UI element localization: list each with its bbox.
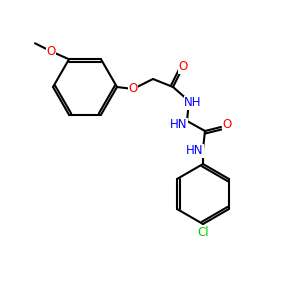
Text: NH: NH [184, 97, 202, 110]
Text: Cl: Cl [197, 226, 209, 238]
Text: O: O [128, 82, 138, 95]
Text: O: O [222, 118, 232, 131]
Text: O: O [178, 61, 188, 74]
Text: O: O [46, 45, 56, 58]
Text: HN: HN [170, 118, 188, 131]
Text: HN: HN [186, 145, 204, 158]
